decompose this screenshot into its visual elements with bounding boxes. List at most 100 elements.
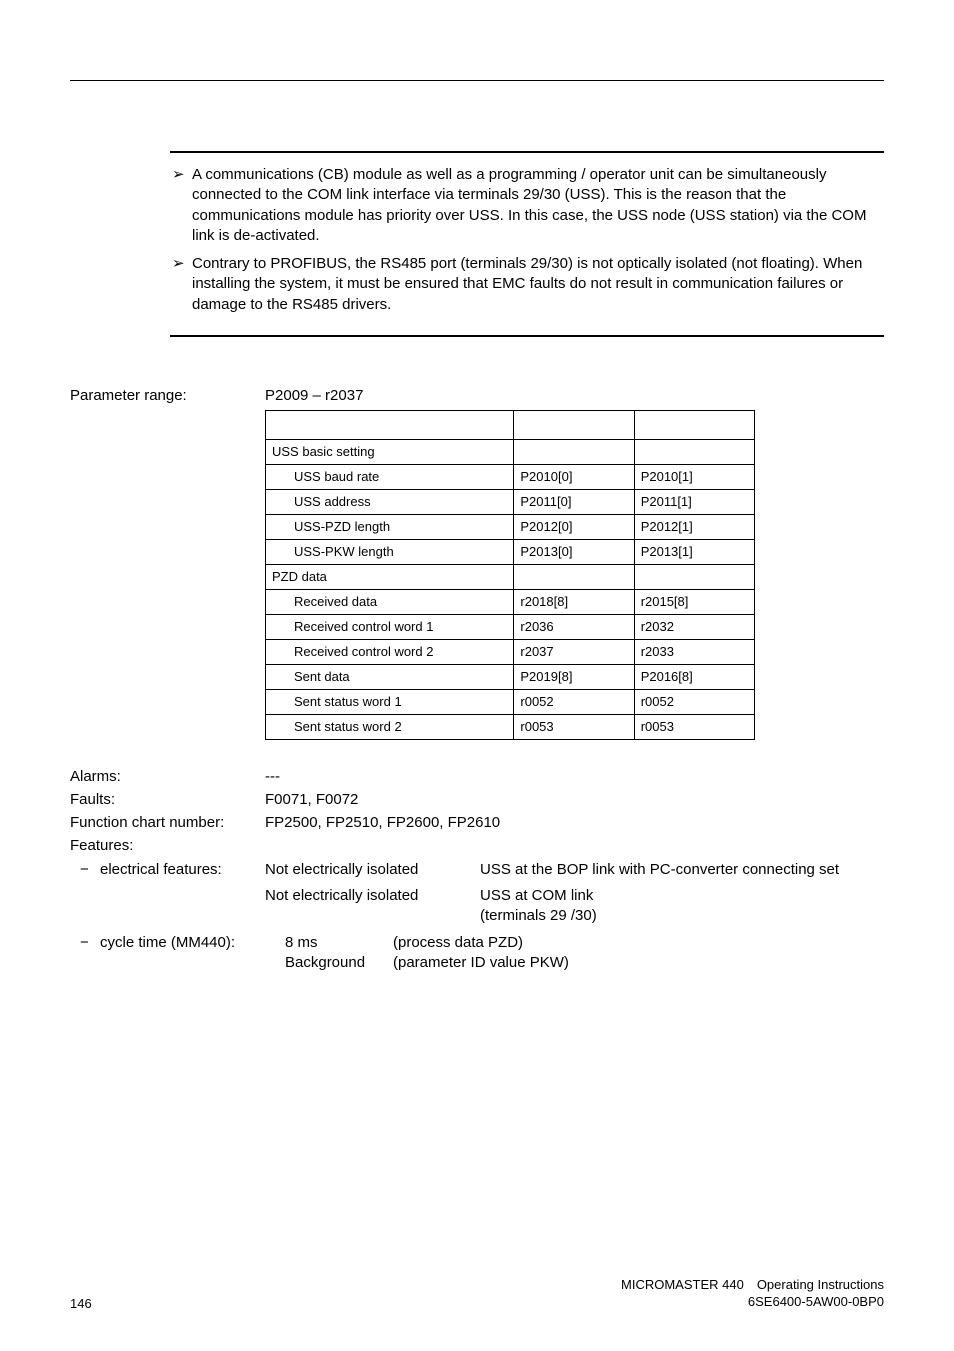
table-row: USS-PKW length P2013[0] P2013[1] (266, 539, 755, 564)
table-row: USS baud rate P2010[0] P2010[1] (266, 464, 755, 489)
dash-spacer (70, 953, 100, 973)
table-row: Received control word 2 r2037 r2033 (266, 639, 755, 664)
table-cell (634, 564, 754, 589)
table-cell (514, 439, 634, 464)
table-cell: USS basic setting (266, 439, 514, 464)
table-cell (514, 410, 634, 439)
table-cell: P2012[0] (514, 514, 634, 539)
table-cell: Received control word 2 (266, 639, 514, 664)
footer-title: MICROMASTER 440 Operating Instructions (621, 1277, 884, 1294)
alarms-row: Alarms: --- (70, 768, 884, 785)
table-row: Received control word 1 r2036 r2032 (266, 614, 755, 639)
table-cell: P2019[8] (514, 664, 634, 689)
function-chart-value: FP2500, FP2510, FP2600, FP2610 (265, 814, 884, 831)
function-chart-label: Function chart number: (70, 814, 265, 831)
table-cell: USS-PZD length (266, 514, 514, 539)
electrical-features-row-2: Not electrically isolated USS at COM lin… (70, 886, 884, 927)
table-row: Sent status word 1 r0052 r0052 (266, 689, 755, 714)
dash-spacer (70, 886, 100, 927)
footer-right: MICROMASTER 440 Operating Instructions 6… (621, 1277, 884, 1311)
cycle-time-inner: (parameter ID value PKW) (393, 953, 884, 973)
table-cell: r2033 (634, 639, 754, 664)
electrical-features-mid: Not electrically isolated (265, 860, 480, 880)
alarms-value: --- (265, 768, 884, 785)
cycle-time-label: cycle time (MM440): (100, 933, 285, 953)
cycle-background-label: Background (285, 953, 393, 973)
table-cell: r0053 (514, 714, 634, 739)
faults-value: F0071, F0072 (265, 791, 884, 808)
electrical-features-row-1: − electrical features: Not electrically … (70, 860, 884, 880)
header-rule (70, 80, 884, 81)
table-row: Sent data P2019[8] P2016[8] (266, 664, 755, 689)
table-cell (634, 439, 754, 464)
table-cell: P2013[0] (514, 539, 634, 564)
table-cell: P2010[1] (634, 464, 754, 489)
parameter-table: USS basic setting USS baud rate P2010[0]… (265, 410, 755, 740)
faults-label: Faults: (70, 791, 265, 808)
table-cell: r2018[8] (514, 589, 634, 614)
dash-icon: − (70, 860, 100, 880)
table-cell: Sent data (266, 664, 514, 689)
note-text: Contrary to PROFIBUS, the RS485 port (te… (192, 254, 884, 315)
triangle-bullet-icon: ➢ (170, 165, 192, 185)
table-cell: USS-PKW length (266, 539, 514, 564)
parameter-range-label: Parameter range: (70, 387, 265, 404)
table-cell (634, 410, 754, 439)
table-row: USS basic setting (266, 439, 755, 464)
table-cell: USS address (266, 489, 514, 514)
electrical-features-mid: Not electrically isolated (265, 886, 480, 927)
table-cell: P2011[0] (514, 489, 634, 514)
dash-icon: − (70, 933, 100, 953)
parameter-range-row: Parameter range: P2009 – r2037 (70, 387, 884, 404)
cycle-time-row-2: Background (parameter ID value PKW) (70, 953, 884, 973)
table-cell: r2037 (514, 639, 634, 664)
table-cell: USS baud rate (266, 464, 514, 489)
cycle-time-row-1: − cycle time (MM440): 8 ms (process data… (70, 933, 884, 953)
faults-row: Faults: F0071, F0072 (70, 791, 884, 808)
parameter-range-value: P2009 – r2037 (265, 387, 884, 404)
footer-code: 6SE6400-5AW00-0BP0 (621, 1294, 884, 1311)
parameter-block: Parameter range: P2009 – r2037 USS basic… (70, 387, 884, 973)
table-cell: r0053 (634, 714, 754, 739)
features-row: Features: (70, 837, 884, 854)
alarms-label: Alarms: (70, 768, 265, 785)
table-row: Sent status word 2 r0053 r0053 (266, 714, 755, 739)
table-row: PZD data (266, 564, 755, 589)
table-cell: Sent status word 1 (266, 689, 514, 714)
table-cell: P2011[1] (634, 489, 754, 514)
note-bullet-1: ➢ A communications (CB) module as well a… (170, 165, 884, 246)
table-cell: r2032 (634, 614, 754, 639)
spacer (100, 953, 285, 973)
notes-section: ➢ A communications (CB) module as well a… (170, 151, 884, 337)
table-cell: r2015[8] (634, 589, 754, 614)
table-cell: Received control word 1 (266, 614, 514, 639)
table-cell: PZD data (266, 564, 514, 589)
electrical-features-right: USS at the BOP link with PC-converter co… (480, 860, 884, 880)
table-cell (514, 564, 634, 589)
note-bullet-2: ➢ Contrary to PROFIBUS, the RS485 port (… (170, 254, 884, 315)
spacer (100, 886, 265, 927)
table-cell: Sent status word 2 (266, 714, 514, 739)
table-row: Received data r2018[8] r2015[8] (266, 589, 755, 614)
table-row: USS-PZD length P2012[0] P2012[1] (266, 514, 755, 539)
cycle-time-inner: (process data PZD) (393, 933, 884, 953)
electrical-features-right: USS at COM link (terminals 29 /30) (480, 886, 884, 927)
electrical-features-label: electrical features: (100, 860, 265, 880)
table-cell: r2036 (514, 614, 634, 639)
page: ➢ A communications (CB) module as well a… (0, 0, 954, 1351)
table-row: USS address P2011[0] P2011[1] (266, 489, 755, 514)
triangle-bullet-icon: ➢ (170, 254, 192, 274)
function-chart-row: Function chart number: FP2500, FP2510, F… (70, 814, 884, 831)
table-cell: P2016[8] (634, 664, 754, 689)
page-number: 146 (70, 1296, 92, 1311)
note-text: A communications (CB) module as well as … (192, 165, 884, 246)
table-cell: P2012[1] (634, 514, 754, 539)
features-label: Features: (70, 837, 265, 854)
table-cell: Received data (266, 589, 514, 614)
table-cell: P2010[0] (514, 464, 634, 489)
table-cell: P2013[1] (634, 539, 754, 564)
table-cell (266, 410, 514, 439)
table-cell: r0052 (514, 689, 634, 714)
table-cell: r0052 (634, 689, 754, 714)
cycle-time-value: 8 ms (285, 933, 393, 953)
